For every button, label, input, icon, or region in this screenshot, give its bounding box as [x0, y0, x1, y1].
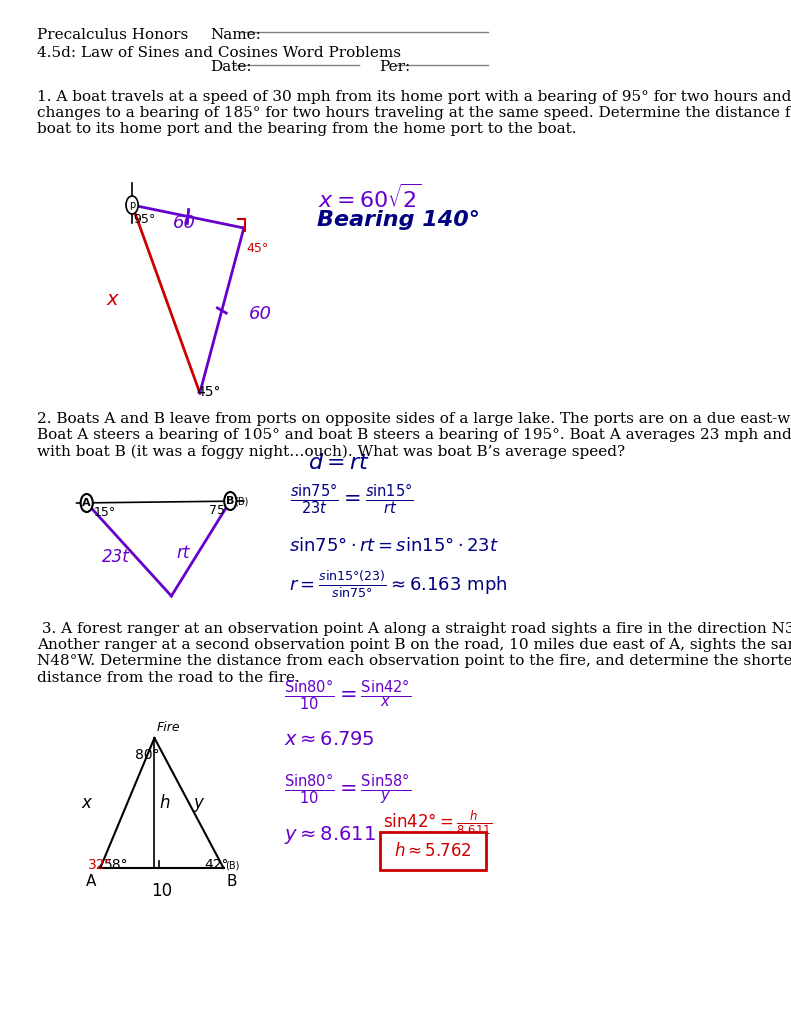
Text: 23t: 23t — [101, 549, 130, 566]
Text: $r = \frac{s\mathregular{in}15°(23)}{s\mathregular{in}75°} \approx 6.163\ \mathr: $r = \frac{s\mathregular{in}15°(23)}{s\m… — [289, 570, 507, 601]
Text: Bearing 140°: Bearing 140° — [317, 210, 480, 230]
Text: 10: 10 — [151, 882, 172, 900]
Text: 60: 60 — [249, 305, 272, 323]
Text: p: p — [129, 200, 135, 210]
Text: 80°: 80° — [135, 748, 160, 762]
Text: (B): (B) — [225, 860, 239, 870]
Text: Precalculus Honors: Precalculus Honors — [37, 28, 188, 42]
Text: x: x — [106, 290, 118, 309]
Text: $d=rt$: $d=rt$ — [308, 453, 370, 473]
Text: 32°: 32° — [88, 858, 112, 872]
Text: $h \approx 5.762$: $h \approx 5.762$ — [394, 842, 471, 860]
Text: Fire: Fire — [157, 721, 181, 734]
Text: x: x — [81, 794, 92, 812]
Text: (B): (B) — [233, 496, 248, 506]
Circle shape — [224, 492, 237, 510]
Text: B: B — [226, 874, 237, 889]
Text: 3. A forest ranger at an observation point A along a straight road sights a fire: 3. A forest ranger at an observation poi… — [37, 622, 791, 685]
Text: Per:: Per: — [380, 60, 411, 74]
Text: rt: rt — [176, 545, 190, 562]
Circle shape — [81, 494, 93, 512]
Text: $\frac{\mathregular{Sin}80°}{10} = \frac{\mathregular{Sin}42°}{x}$: $\frac{\mathregular{Sin}80°}{10} = \frac… — [285, 678, 411, 713]
Text: 4.5d: Law of Sines and Cosines Word Problems: 4.5d: Law of Sines and Cosines Word Prob… — [37, 46, 401, 60]
Text: $y \approx 8.611$: $y \approx 8.611$ — [285, 824, 377, 846]
Text: y: y — [193, 794, 203, 812]
Text: $s\mathregular{in}75°\cdot rt = s\mathregular{in}15°\cdot 23t$: $s\mathregular{in}75°\cdot rt = s\mathre… — [289, 537, 498, 555]
Text: h: h — [160, 794, 170, 812]
Text: $x \approx 6.795$: $x \approx 6.795$ — [285, 730, 375, 749]
Text: Name:: Name: — [210, 28, 261, 42]
FancyBboxPatch shape — [380, 831, 486, 870]
Text: A: A — [85, 874, 97, 889]
Text: $\frac{\mathregular{Sin}80°}{10} = \frac{\mathregular{Sin}58°}{y}$: $\frac{\mathregular{Sin}80°}{10} = \frac… — [285, 772, 411, 807]
Text: A: A — [82, 498, 91, 508]
Text: $\mathregular{sin}42° = \frac{h}{8.611}$: $\mathregular{sin}42° = \frac{h}{8.611}$ — [383, 808, 492, 837]
Text: 45°: 45° — [196, 385, 221, 399]
Text: Date:: Date: — [210, 60, 252, 74]
Text: 2. Boats A and B leave from ports on opposite sides of a large lake. The ports a: 2. Boats A and B leave from ports on opp… — [37, 412, 791, 459]
Text: 75°: 75° — [209, 504, 231, 517]
Circle shape — [126, 196, 138, 214]
Text: 95°: 95° — [134, 213, 156, 226]
Text: 15°: 15° — [93, 506, 115, 519]
Text: 60: 60 — [172, 214, 195, 232]
Text: $x=60\sqrt{2}$: $x=60\sqrt{2}$ — [318, 183, 422, 211]
Text: $\frac{s\mathregular{in}75°}{23t} = \frac{s\mathregular{in}15°}{rt}$: $\frac{s\mathregular{in}75°}{23t} = \fra… — [290, 482, 414, 516]
Text: 42°: 42° — [205, 858, 229, 872]
Text: B: B — [226, 496, 234, 506]
Text: 58°: 58° — [104, 858, 129, 872]
Text: 1. A boat travels at a speed of 30 mph from its home port with a bearing of 95° : 1. A boat travels at a speed of 30 mph f… — [37, 90, 791, 136]
Text: 45°: 45° — [247, 242, 269, 255]
